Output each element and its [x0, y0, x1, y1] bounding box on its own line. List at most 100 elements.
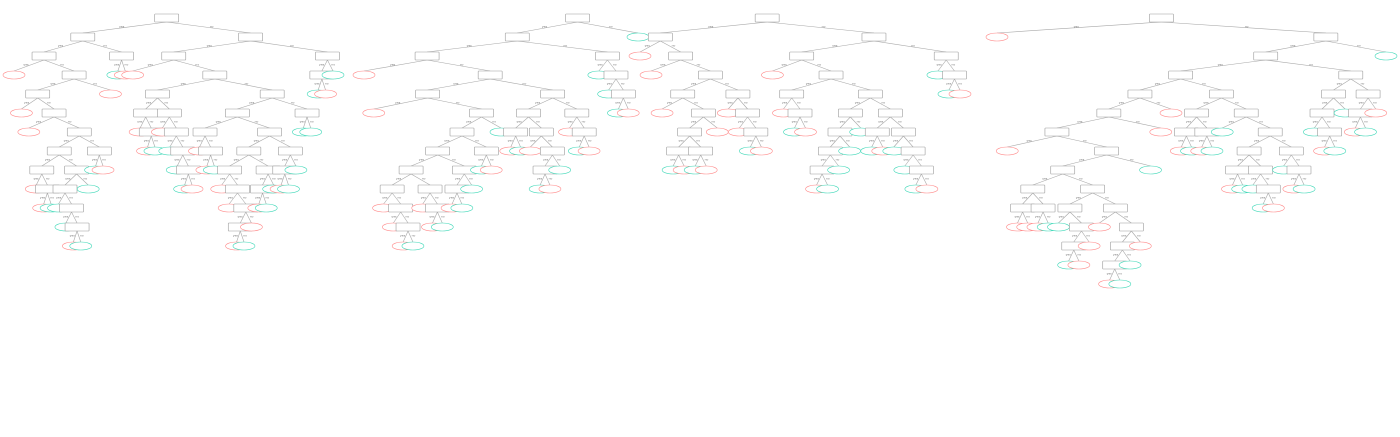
branch-label: yes	[233, 234, 239, 238]
tree-edge	[43, 192, 48, 205]
branch-label: no	[725, 82, 729, 86]
branch-label: no	[1364, 120, 1368, 124]
branch-label: yes	[1026, 139, 1032, 143]
branch-label: no	[881, 101, 885, 105]
split-node	[725, 89, 751, 99]
split-node	[1225, 165, 1250, 175]
tree-edge	[145, 97, 158, 110]
branch-label: no	[582, 120, 586, 124]
leaf-node-negative	[705, 127, 729, 137]
tree-edge	[262, 192, 267, 205]
tree-edge	[184, 173, 189, 186]
tree-edge	[544, 173, 551, 186]
branch-label: yes	[692, 158, 698, 162]
split-node	[909, 165, 934, 175]
branch-label: no	[461, 196, 465, 200]
split-node	[688, 146, 713, 156]
tree-edge	[432, 211, 438, 224]
branch-label: no	[1309, 63, 1313, 67]
tree-edge	[1252, 173, 1261, 186]
branch-label: yes	[893, 139, 899, 143]
tree-edge	[799, 116, 806, 129]
tree-edge	[486, 154, 492, 167]
branch-label: no	[1333, 139, 1337, 143]
leaf-node-negative	[180, 184, 204, 194]
tree-edge	[1360, 97, 1369, 110]
branch-label: yes	[543, 158, 549, 162]
split-node	[315, 51, 340, 61]
split-node	[1257, 127, 1283, 137]
split-node	[677, 127, 702, 137]
tree-edge	[678, 135, 690, 148]
branch-label: yes	[92, 158, 98, 162]
branch-label: yes	[1203, 101, 1209, 105]
tree-edge	[267, 173, 274, 186]
leaf-node-negative	[694, 165, 718, 175]
branch-label: no	[609, 25, 613, 29]
split-node	[779, 89, 805, 99]
tree-edge	[737, 97, 748, 110]
tree-edge	[1069, 211, 1082, 224]
tree-edge	[876, 135, 884, 148]
leaf-node-negative	[915, 184, 939, 194]
branch-label: yes	[1229, 120, 1235, 124]
branch-label: yes	[782, 101, 788, 105]
branch-label: no	[47, 101, 51, 105]
split-node	[449, 127, 475, 137]
leaf-node-negative	[616, 108, 640, 118]
branch-label: yes	[568, 120, 574, 124]
branch-label: yes	[119, 25, 125, 29]
tree-edge	[552, 97, 577, 110]
tree-edge	[410, 173, 431, 186]
tree-edge	[71, 211, 78, 224]
split-node	[66, 127, 92, 137]
branch-label: yes	[24, 101, 30, 105]
split-node	[61, 70, 87, 80]
branch-label: no	[250, 215, 254, 219]
tree-edge	[95, 154, 100, 167]
branch-label: yes	[1238, 158, 1244, 162]
leaf-node-negative	[1077, 241, 1101, 251]
tree-edge	[755, 135, 762, 148]
branch-label: no	[90, 139, 94, 143]
split-node	[198, 146, 223, 156]
branch-label: yes	[607, 82, 613, 86]
tree-edge	[747, 116, 757, 129]
tree-edge	[245, 211, 252, 224]
split-node	[529, 127, 554, 137]
tree-edge	[221, 173, 230, 186]
tree-edge	[948, 78, 955, 91]
branch-label: yes	[444, 139, 450, 143]
tree-edge	[1265, 59, 1351, 72]
leaf-node-negative	[1088, 222, 1111, 232]
split-node	[31, 51, 57, 61]
tree-edge	[229, 173, 238, 186]
split-node	[858, 89, 883, 99]
tree-edge	[772, 59, 802, 72]
tree-edge	[750, 135, 757, 148]
branch-label: no	[331, 63, 335, 67]
tree-edge	[461, 135, 487, 148]
branch-label: yes	[58, 44, 64, 48]
tree-edge	[456, 173, 465, 186]
leaf-node-positive	[232, 241, 256, 251]
branch-label: no	[672, 44, 676, 48]
branch-label: no	[1259, 120, 1263, 124]
leaf-node-positive	[321, 70, 345, 80]
branch-label: no	[1137, 234, 1141, 238]
tree-edge	[461, 116, 482, 129]
nodes	[352, 13, 650, 251]
tree-edge	[1196, 97, 1222, 110]
tree-edge	[393, 211, 401, 224]
leaf-node-positive	[284, 165, 308, 175]
leaf-node-negative	[17, 127, 41, 137]
tree-edge	[173, 40, 251, 53]
leaf-node-negative	[985, 32, 1009, 42]
branch-label: no	[1047, 215, 1051, 219]
branch-label: yes	[33, 177, 39, 181]
tree-edge	[258, 192, 263, 205]
branch-label: yes	[598, 63, 604, 67]
branch-label: yes	[913, 177, 919, 181]
tree-edge	[1355, 116, 1361, 129]
split-node	[861, 32, 887, 42]
